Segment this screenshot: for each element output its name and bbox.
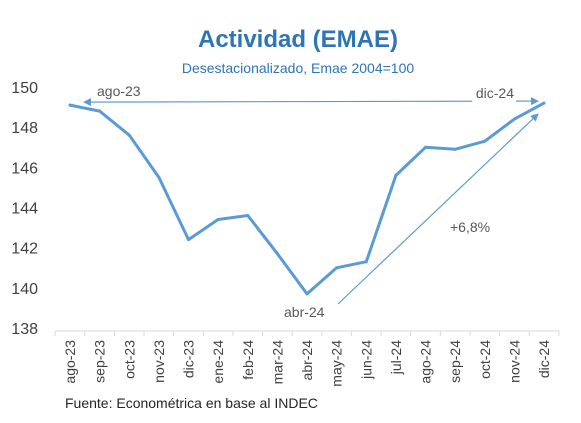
range-end-label: dic-24 [476, 85, 514, 101]
data-point [246, 214, 250, 218]
data-point [68, 103, 72, 107]
x-tick-label: dic-23 [181, 340, 197, 378]
data-point [157, 175, 161, 179]
x-tick-label: nov-23 [151, 340, 167, 383]
x-tick-label: oct-23 [121, 340, 137, 379]
y-tick-label: 142 [11, 241, 38, 258]
x-tick-label: jul-24 [388, 340, 404, 375]
data-point [483, 139, 487, 143]
change-label: +6,8% [450, 219, 490, 235]
x-tick-label: sep-23 [92, 340, 108, 383]
data-point [453, 147, 457, 151]
data-point [187, 238, 190, 242]
range-start-label: ago-23 [97, 83, 141, 99]
range-end-label-bg [472, 86, 516, 102]
x-tick-label: nov-24 [506, 340, 522, 383]
chart-subtitle: Desestacionalizado, Emae 2004=100 [182, 60, 415, 76]
y-tick-label: 140 [11, 281, 38, 298]
x-tick-label: feb-24 [240, 340, 256, 380]
chart-title: Actividad (EMAE) [198, 26, 398, 53]
x-tick-label: mar-24 [269, 340, 285, 385]
x-tick-label: jun-24 [358, 340, 374, 380]
x-tick-label: ago-24 [418, 340, 434, 384]
x-tick-label: abr-24 [299, 340, 315, 381]
series-group [68, 101, 546, 296]
x-tick-label: dic-24 [536, 340, 552, 378]
data-point [335, 266, 339, 270]
x-axis-ticks: ago-23 sep-23 oct-23 nov-23 dic-23 ene-24 feb-… [62, 340, 552, 387]
range-arrow [83, 97, 539, 107]
data-point [512, 117, 516, 121]
x-tick-label: ene-24 [210, 340, 226, 384]
y-tick-label: 138 [11, 321, 38, 338]
growth-arrow [337, 113, 539, 305]
series-line [68, 101, 546, 296]
data-point [424, 145, 427, 149]
y-tick-label: 146 [11, 160, 38, 177]
data-point [98, 109, 102, 113]
data-point [127, 133, 131, 137]
range-start-label-bg [95, 84, 143, 100]
y-axis-ticks: 138 140 142 144 146 148 150 [11, 80, 38, 338]
x-tick-label: ago-23 [62, 340, 78, 384]
y-tick-label: 150 [11, 80, 38, 97]
data-point [275, 252, 279, 256]
x-tick-label: oct-24 [477, 340, 493, 379]
source-note: Fuente: Econométrica en base al INDEC [65, 395, 318, 411]
trough-label: abr-24 [284, 304, 325, 320]
data-point [394, 173, 398, 177]
data-point [305, 292, 309, 296]
x-tick-label: sep-24 [447, 340, 463, 383]
y-tick-label: 148 [11, 120, 38, 137]
x-axis-tick-marks [54, 331, 560, 336]
y-tick-label: 144 [11, 201, 38, 218]
x-tick-label: may-24 [329, 340, 345, 387]
data-point [542, 101, 546, 105]
data-point [216, 218, 220, 222]
data-point [364, 260, 368, 264]
